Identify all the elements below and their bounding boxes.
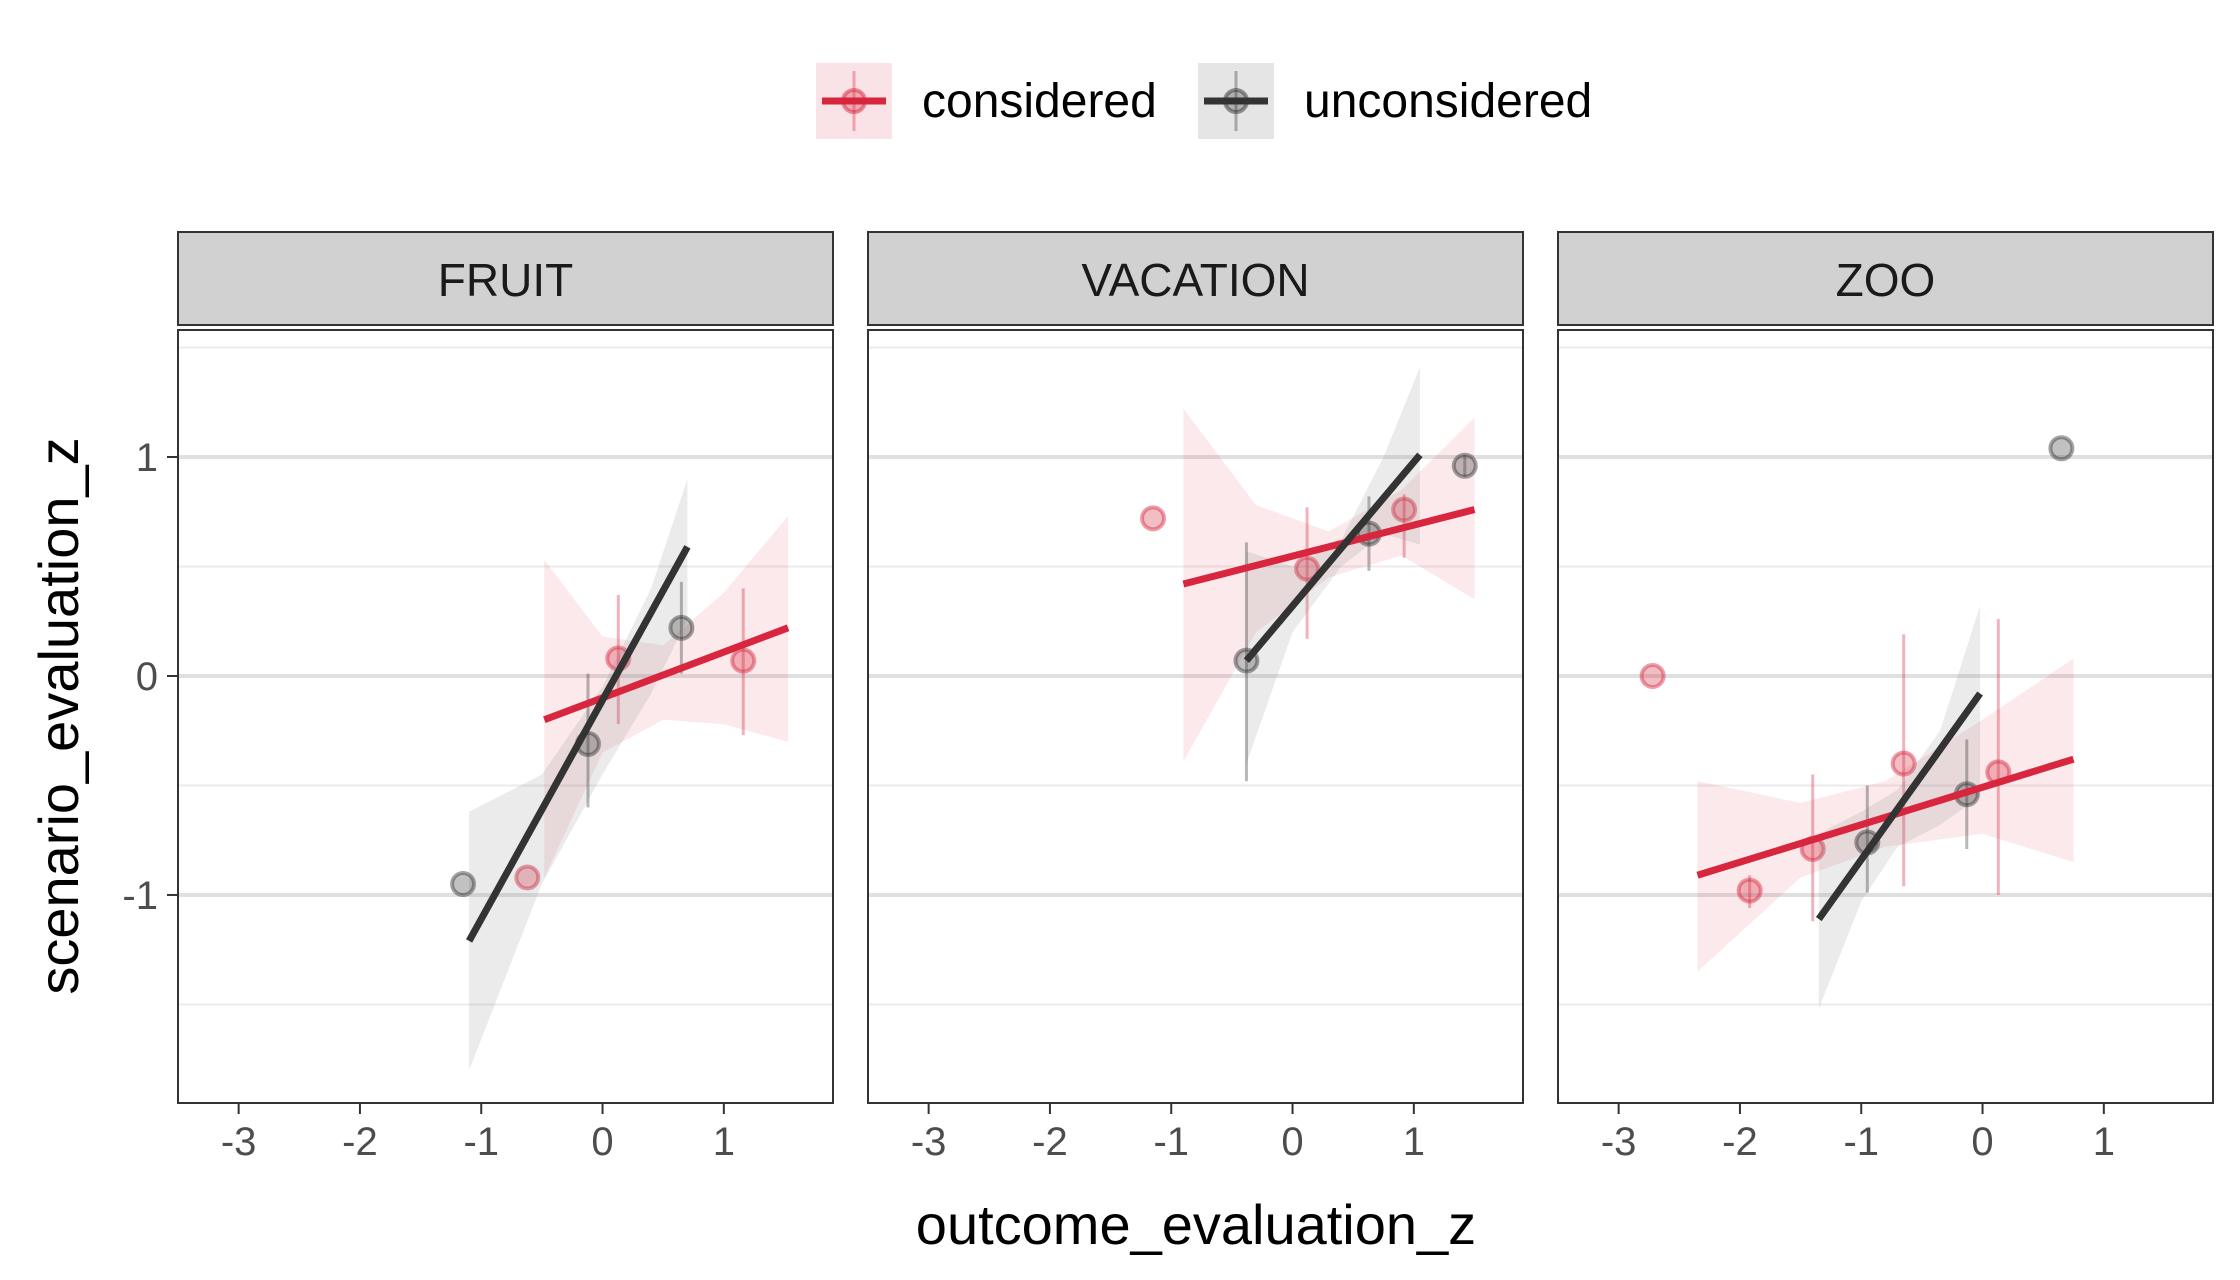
facet-panel-vacation: VACATION -3 -2 -1 0 1 (867, 231, 1524, 1164)
facet-strip-label: FRUIT (438, 254, 573, 306)
data-point (2048, 435, 2075, 462)
confidence-band (1246, 367, 1420, 764)
facet-strip (1557, 231, 2214, 326)
facet-strip-label: VACATION (1081, 254, 1309, 306)
gridlines (1558, 346, 2213, 1006)
x-tick-label: -1 (463, 1120, 499, 1164)
y-tick-label: 1 (136, 436, 158, 480)
legend-label: unconsidered (1304, 75, 1592, 128)
data-point (1391, 496, 1418, 523)
gridlines (178, 346, 833, 1006)
confidence-band (1183, 408, 1475, 762)
y-axis-title: scenario_evaluation_z (27, 437, 90, 994)
data-point (730, 647, 757, 674)
data-point (1140, 505, 1167, 532)
fit-line-considered (1696, 755, 2075, 879)
data-point (514, 864, 541, 891)
data-point (668, 614, 695, 641)
x-tick-label: 1 (713, 1120, 735, 1164)
confidence-band (544, 516, 789, 878)
plot-area (1558, 330, 2213, 1103)
data-point (1890, 750, 1917, 777)
data-point (1294, 555, 1321, 582)
y-tick-label: 0 (136, 655, 158, 699)
legend-key-point (841, 88, 867, 114)
panel-border (867, 329, 1524, 1104)
fit-line-unconsidered (466, 545, 691, 943)
data-point (1639, 662, 1666, 689)
facet-panel-fruit: FRUIT -3 -2 -1 0 1 -1 0 1 (122, 231, 834, 1164)
x-tick-label: -2 (1032, 1120, 1068, 1164)
x-axis-title: outcome_evaluation_z (916, 1193, 1476, 1256)
x-tick-label: 0 (1281, 1120, 1303, 1164)
panel-border (177, 329, 834, 1104)
series-considered (1140, 408, 1475, 762)
confidence-band (469, 478, 688, 1071)
x-tick-label: -1 (1843, 1120, 1879, 1164)
data-point (1451, 452, 1478, 479)
x-tick-label: -3 (1601, 1120, 1637, 1164)
series-unconsidered (450, 478, 695, 1071)
x-tick-label: -2 (342, 1120, 378, 1164)
data-point (450, 871, 477, 898)
legend-item-considered: considered (816, 63, 1157, 139)
gridlines (868, 346, 1523, 1006)
x-tick-label: 0 (1971, 1120, 1993, 1164)
legend-label: considered (922, 75, 1157, 128)
x-tick-label: -3 (221, 1120, 257, 1164)
panel-border (1557, 329, 2214, 1104)
facet-strip-label: ZOO (1836, 254, 1936, 306)
x-tick-label: 1 (1403, 1120, 1425, 1164)
x-tick-label: -2 (1722, 1120, 1758, 1164)
legend-key-point (1223, 88, 1249, 114)
fit-line-unconsidered (1243, 452, 1423, 663)
x-tick-label: 0 (591, 1120, 613, 1164)
legend: considered unconsidered (816, 63, 1592, 139)
facet-strip (177, 231, 834, 326)
facet-panels: FRUIT -3 -2 -1 0 1 -1 0 1 VACATION -3 -2 -1 0 1 ZOO -3 -2… (122, 231, 2214, 1164)
fit-line-unconsidered (1815, 691, 1983, 922)
y-tick-label: -1 (122, 874, 158, 918)
x-tick-label: -3 (911, 1120, 947, 1164)
series-considered (514, 516, 789, 891)
legend-item-unconsidered: unconsidered (1198, 63, 1592, 139)
fit-line-considered (543, 624, 790, 724)
x-tick-label: 1 (2093, 1120, 2115, 1164)
data-point (1736, 877, 1763, 904)
x-tick-label: -1 (1153, 1120, 1189, 1164)
fit-line-considered (1182, 506, 1476, 588)
facet-panel-zoo: ZOO -3 -2 -1 0 1 (1557, 231, 2214, 1164)
facet-strip (867, 231, 1524, 326)
